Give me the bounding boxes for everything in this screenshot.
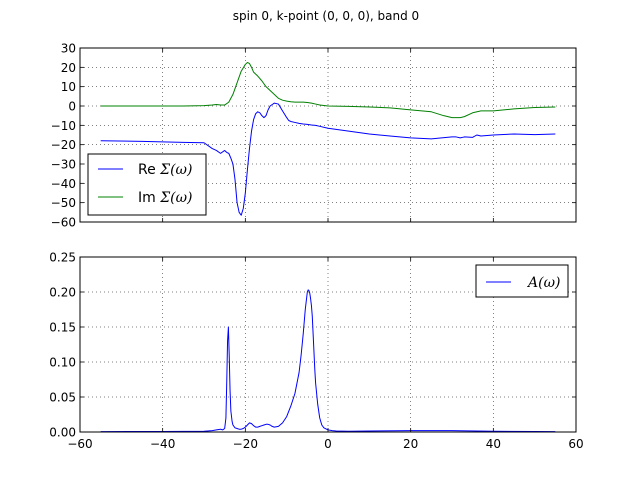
y-tick-label: −40: [51, 177, 76, 191]
y-tick-label: 0.20: [49, 286, 76, 300]
y-tick-label: −30: [51, 158, 76, 172]
legend: Re Σ(ω) Im Σ(ω): [87, 153, 207, 216]
legend-label: Im Σ(ω): [138, 190, 192, 206]
x-tick-label: 20: [403, 437, 418, 451]
y-tick-label: 0.10: [49, 356, 76, 370]
series-line: [100, 102, 556, 216]
y-tick-label: −50: [51, 196, 76, 210]
series-line: [100, 62, 556, 119]
legend-label: Re Σ(ω): [138, 162, 192, 178]
y-tick-label: −10: [51, 119, 76, 133]
figure-suptitle: spin 0, k-point (0, 0, 0), band 0: [233, 9, 419, 23]
legend-box: [475, 264, 569, 298]
y-tick-label: 0: [68, 100, 76, 114]
x-tick-label: 60: [568, 437, 583, 451]
y-tick-label: 10: [61, 80, 76, 94]
x-tick-label: 0: [324, 437, 332, 451]
x-tick-label: −60: [67, 437, 92, 451]
y-tick-label: −60: [51, 216, 76, 230]
legend-label: A(ω): [526, 275, 560, 291]
series-line: [100, 289, 556, 433]
bottom-panel-spectral-function: 0.25 0.20 0.15 0.10 0.05 0.00−60 −40 −20 0 20 40 60…: [49, 251, 583, 452]
y-tick-label: 0.00: [49, 426, 76, 440]
legend: A(ω): [475, 264, 569, 298]
y-tick-label: 0.25: [49, 251, 76, 265]
y-tick-label: 0.15: [49, 321, 76, 335]
y-tick-label: 20: [61, 61, 76, 75]
y-tick-label: −20: [51, 138, 76, 152]
x-tick-label: 40: [486, 437, 501, 451]
y-tick-label: 0.05: [49, 391, 76, 405]
y-tick-label: 30: [61, 42, 76, 56]
x-tick-label: −40: [150, 437, 175, 451]
top-panel-self-energy: 30 20 10 0 −10 −20 −30 −40 −50 −60 Re Σ(ω) Im Σ(ω): [51, 42, 577, 230]
legend-box: [87, 153, 207, 216]
x-tick-label: −20: [233, 437, 258, 451]
